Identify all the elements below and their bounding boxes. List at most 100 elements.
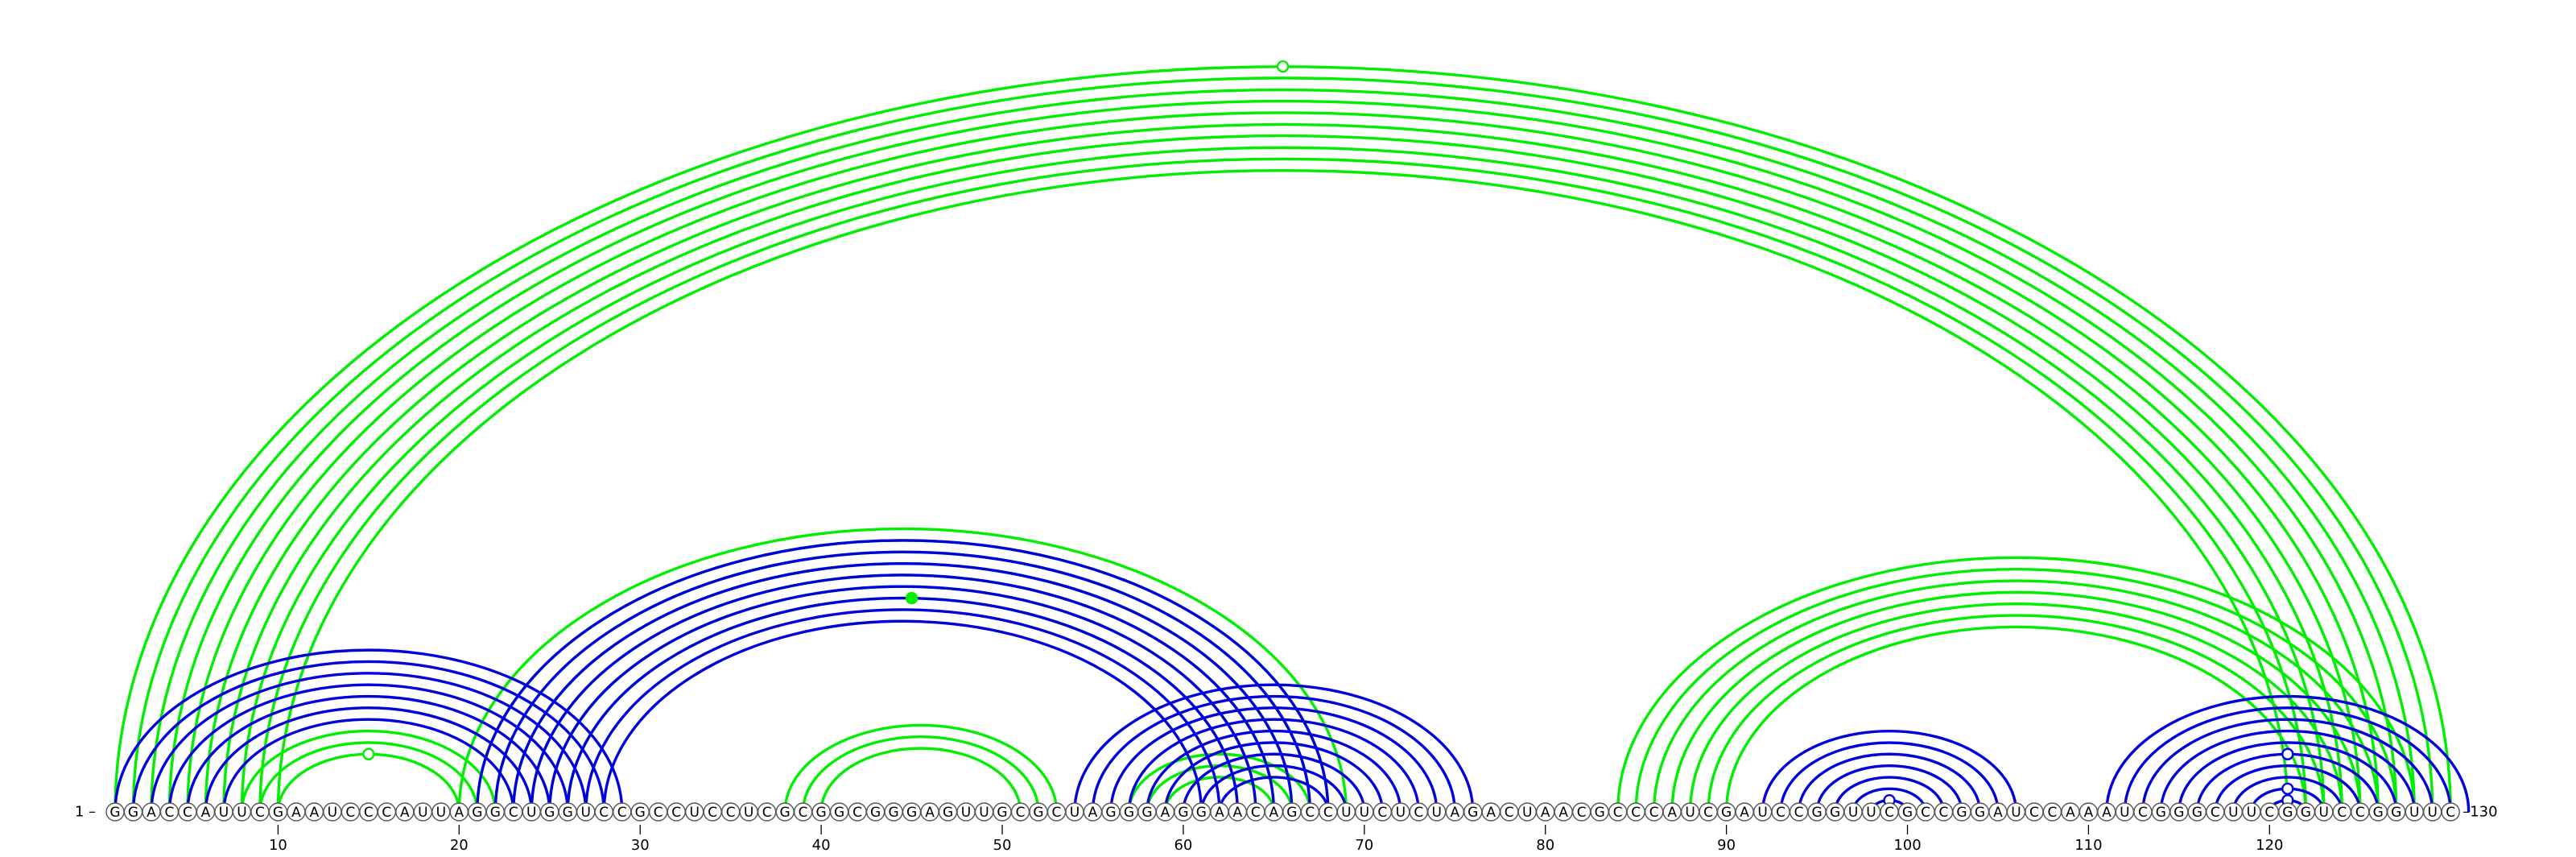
arc-blue-58-72 — [1146, 729, 1402, 813]
nucleotide-letter: C — [2337, 805, 2347, 821]
nucleotide-52: G — [1029, 802, 1048, 822]
arc-blue-113-129 — [2141, 718, 2434, 813]
nucleotide-127: G — [2387, 802, 2406, 822]
nucleotide-letter: U — [1396, 805, 1406, 821]
nucleotide-41: G — [829, 802, 849, 822]
nucleotide-letter: C — [165, 805, 175, 821]
arc-blue-92-106 — [1761, 729, 2018, 813]
nucleotide-63: A — [1228, 802, 1248, 822]
nucleotide-letter: U — [979, 805, 989, 821]
nucleotide-letter: A — [1993, 805, 2003, 821]
nucleotide-31: C — [649, 802, 668, 822]
nucleotide-letter: C — [1885, 805, 1894, 821]
arc-green-59-65 — [1163, 776, 1276, 813]
nucleotide-88: U — [1680, 802, 1700, 822]
arc-blue-5-25 — [186, 694, 551, 813]
arc-blue-57-73 — [1127, 718, 1420, 813]
nucleotide-99: C — [1880, 802, 1899, 822]
nucleotide-18: U — [413, 802, 433, 822]
nucleotide-102: C — [1934, 802, 1954, 822]
nucleotide-61: G — [1191, 802, 1212, 822]
nucleotide-letter: C — [364, 805, 374, 821]
nucleotide-86: C — [1644, 802, 1664, 822]
nucleotide-130: C — [2441, 802, 2460, 822]
tick-label-110: 110 — [2074, 837, 2102, 854]
nucleotide-124: C — [2332, 802, 2351, 822]
nucleotide-58: G — [1137, 802, 1157, 822]
nucleotide-46: A — [920, 802, 939, 822]
nucleotide-116: G — [2187, 802, 2207, 822]
arc-marker-0-1 — [362, 747, 375, 760]
nucleotide-letter: G — [870, 805, 881, 821]
nucleotide-35: C — [720, 802, 741, 822]
nucleotide-55: A — [1083, 802, 1103, 822]
nucleotide-letter: A — [1161, 805, 1170, 821]
nucleotide-77: A — [1481, 802, 1501, 822]
nucleotide-letter: G — [2174, 805, 2184, 821]
nucleotide-21: G — [468, 802, 487, 822]
nucleotide-84: C — [1608, 802, 1628, 822]
arc-blue-61-69 — [1199, 764, 1348, 813]
nucleotide-letter: C — [345, 805, 355, 821]
nucleotide-letter: A — [1233, 805, 1243, 821]
nucleotide-85: C — [1626, 802, 1645, 822]
nucleotide-letter: U — [219, 805, 229, 821]
nucleotide-letter: C — [2446, 805, 2455, 821]
arc-green-8-123 — [242, 147, 2323, 812]
nucleotide-letter: U — [1866, 805, 1876, 821]
nucleotide-90: G — [1716, 802, 1736, 822]
nucleotide-letter: A — [201, 805, 211, 821]
nucleotide-38: G — [775, 802, 795, 822]
arc-blue-95-103 — [1815, 764, 1963, 813]
nucleotide-letter: G — [816, 805, 827, 821]
arc-green-9-21 — [258, 741, 479, 813]
nucleotide-letter: C — [762, 805, 772, 821]
nucleotide-128: U — [2405, 802, 2424, 822]
arc-blue-26-63 — [566, 596, 1240, 813]
nucleotide-letter: C — [2138, 805, 2148, 821]
nucleotide-62: A — [1210, 802, 1229, 822]
nucleotide-66: G — [1282, 802, 1302, 822]
nucleotide-letter: U — [2120, 805, 2129, 821]
nucleotide-81: A — [1554, 802, 1573, 822]
nucleotide-79: U — [1517, 802, 1537, 822]
nucleotide-8: U — [232, 802, 252, 822]
nucleotide-110: A — [2079, 802, 2099, 822]
arc-blue-60-70 — [1182, 752, 1366, 813]
nucleotide-27: U — [576, 802, 596, 822]
nucleotide-letter: G — [273, 805, 283, 821]
arc-green-9-122 — [260, 159, 2306, 812]
nucleotide-49: U — [974, 802, 994, 822]
nucleotide-letter: C — [509, 805, 518, 821]
nucleotide-letter: G — [472, 805, 482, 821]
nucleotide-45: G — [902, 802, 922, 822]
nucleotide-letter: C — [726, 805, 736, 821]
arc-green-38-53 — [783, 723, 1059, 813]
arc-blue-22-67 — [493, 550, 1312, 813]
nucleotide-letter: A — [400, 805, 410, 821]
arc-blue-112-130 — [2123, 706, 2452, 813]
nucleotide-10: G — [268, 802, 288, 822]
arc-blue-1-29 — [114, 648, 624, 813]
sequence-start-label: 1 – — [75, 804, 96, 821]
nucleotide-letter: C — [1577, 805, 1587, 821]
nucleotide-16: C — [377, 802, 397, 822]
position-ticks: 10 20 30 40 50 60 70 80 90 100 110 120 — [269, 825, 2283, 854]
nucleotide-4: C — [159, 802, 180, 822]
tick-label-100: 100 — [1893, 837, 1921, 854]
nucleotide-44: G — [884, 802, 903, 822]
arc-blue-2-28 — [131, 660, 605, 813]
nucleotide-letter: U — [328, 805, 337, 821]
nucleotide-letter: G — [1124, 805, 1134, 821]
nucleotide-34: C — [703, 802, 722, 822]
nucleotide-letter: G — [109, 805, 120, 821]
nucleotide-circle — [2441, 802, 2460, 822]
tick-label-60: 60 — [1174, 837, 1192, 854]
nucleotide-letter: C — [2211, 805, 2220, 821]
arc-green-86-126 — [1652, 579, 2380, 813]
arc-blue-114-128 — [2159, 729, 2416, 813]
nucleotide-97: U — [1843, 802, 1863, 822]
nucleotide-letter: A — [291, 805, 301, 821]
tick-label-10: 10 — [269, 837, 287, 854]
nucleotide-32: C — [667, 802, 686, 822]
